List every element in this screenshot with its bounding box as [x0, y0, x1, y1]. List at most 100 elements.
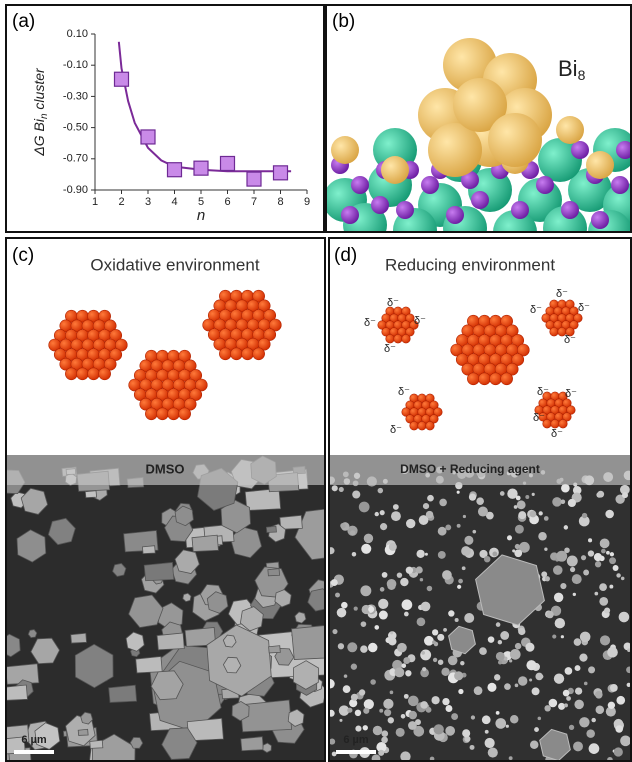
image-label: DMSO: [146, 461, 185, 476]
charge-label: δ⁻: [390, 424, 402, 436]
particle: [378, 488, 383, 493]
particle: [445, 705, 452, 712]
charge-label: δ⁻: [578, 302, 590, 314]
particle: [351, 694, 358, 701]
particle: [599, 583, 607, 591]
particle: [619, 612, 630, 623]
particle: [355, 726, 361, 732]
particle: [458, 579, 463, 584]
large-cluster: [501, 373, 513, 385]
particle: [370, 679, 376, 685]
y-label-suffix: cluster: [31, 67, 47, 113]
y-tick-label: -0.90: [63, 184, 88, 196]
particle: [401, 663, 406, 668]
particle: [368, 643, 377, 652]
particle: [406, 519, 415, 528]
large-cluster: [467, 373, 479, 385]
crystal: [130, 737, 142, 748]
particle: [379, 709, 383, 713]
charge-label: δ⁻: [414, 315, 426, 327]
charge-label: δ⁻: [398, 386, 410, 398]
particle: [583, 570, 589, 576]
particle: [439, 499, 447, 507]
particle: [405, 670, 411, 676]
particle: [514, 505, 518, 509]
particle: [518, 511, 526, 519]
scale-bar: [336, 750, 376, 754]
scale-bar: [14, 750, 54, 754]
particle: [432, 640, 436, 644]
particle: [539, 511, 543, 515]
particle: [560, 583, 566, 589]
particle: [420, 649, 431, 660]
sem-image-reducing: DMSO + Reducing agent6 µm: [325, 455, 632, 762]
particle: [364, 699, 374, 709]
panel-label: (c): [12, 245, 34, 266]
particle: [554, 673, 564, 683]
particle: [408, 696, 419, 707]
particle: [600, 538, 610, 548]
particle: [339, 487, 344, 492]
crystal: [241, 737, 264, 751]
particle: [337, 608, 347, 618]
particle: [451, 713, 458, 720]
particle: [510, 649, 521, 660]
panel-label: (d): [334, 245, 357, 266]
particle: [350, 530, 355, 535]
chart: 0.10-0.10-0.30-0.50-0.70-0.90123456789nΔ…: [31, 28, 310, 224]
sem-image-dmso: DMSO 6 µm: [0, 455, 351, 762]
particle: [488, 748, 498, 758]
substrate-atom: [511, 201, 529, 219]
scale-bar-label: 6 µm: [21, 734, 47, 746]
particle: [613, 565, 619, 571]
particle: [443, 628, 447, 632]
data-point: [168, 163, 182, 177]
particle: [565, 667, 573, 675]
charge-label: δ⁻: [537, 386, 549, 398]
large-cluster: [65, 368, 77, 380]
small-cluster: [426, 421, 435, 430]
particle: [404, 694, 409, 699]
particle: [360, 645, 367, 652]
particle: [596, 705, 605, 714]
particle: [352, 552, 356, 556]
bi-cluster-atom: [488, 113, 542, 167]
particle: [382, 572, 388, 578]
charge-label: δ⁻: [364, 317, 376, 329]
charge-label: δ⁻: [530, 304, 542, 316]
particle: [556, 551, 567, 562]
particle: [434, 724, 444, 734]
large-cluster: [145, 408, 157, 420]
particle: [390, 691, 394, 695]
crystal: [157, 633, 184, 650]
crystal: [268, 569, 280, 576]
particle: [396, 728, 405, 737]
particle: [616, 696, 625, 705]
figure: DMSO6 µm DMSO + Reducing agent6 µm (a) (…: [0, 0, 632, 762]
small-cluster: [402, 334, 411, 343]
particle: [383, 699, 393, 709]
data-point: [221, 156, 235, 170]
particle: [608, 702, 615, 709]
particle: [586, 729, 595, 738]
particle: [438, 659, 443, 664]
particle: [514, 549, 522, 557]
particle: [408, 721, 417, 730]
particle: [380, 587, 385, 592]
large-cluster: [478, 373, 490, 385]
y-axis-label: ΔG Bin cluster: [31, 67, 50, 157]
particle: [484, 556, 490, 562]
x-tick-label: 4: [171, 196, 177, 208]
particle: [331, 579, 338, 586]
particle: [359, 689, 365, 695]
large-cluster: [76, 368, 88, 380]
substrate-atom: [371, 196, 389, 214]
crystal: [183, 593, 191, 601]
particle: [347, 642, 357, 652]
particle: [526, 660, 536, 670]
particle: [507, 535, 512, 540]
small-cluster: [386, 334, 395, 343]
particle: [458, 689, 463, 694]
particle: [509, 756, 513, 760]
particle: [455, 618, 459, 622]
